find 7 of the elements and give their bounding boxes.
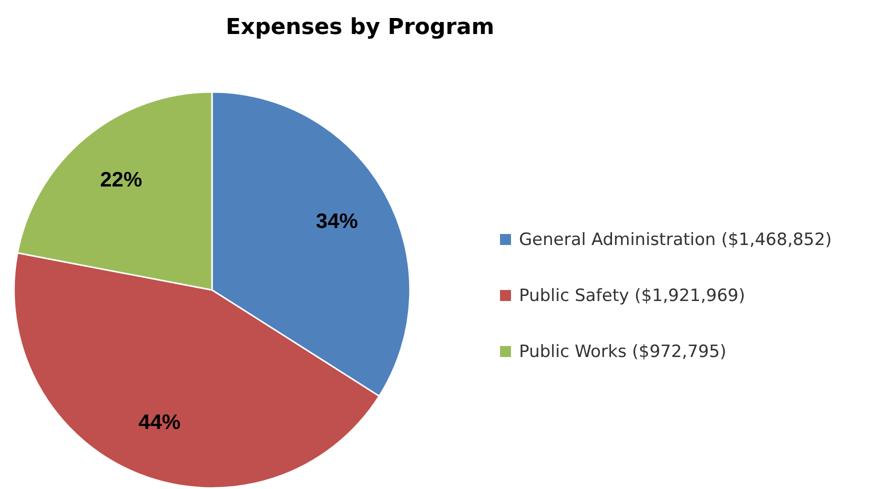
chart-title: Expenses by Program	[226, 15, 494, 40]
data-label: 34%	[316, 210, 358, 233]
legend-label: Public Safety ($1,921,969)	[519, 286, 746, 306]
legend-label: Public Works ($972,795)	[519, 342, 726, 362]
data-label: 44%	[138, 411, 181, 434]
data-label: 22%	[100, 168, 142, 192]
legend-label: General Administration ($1,468,852)	[519, 230, 832, 250]
